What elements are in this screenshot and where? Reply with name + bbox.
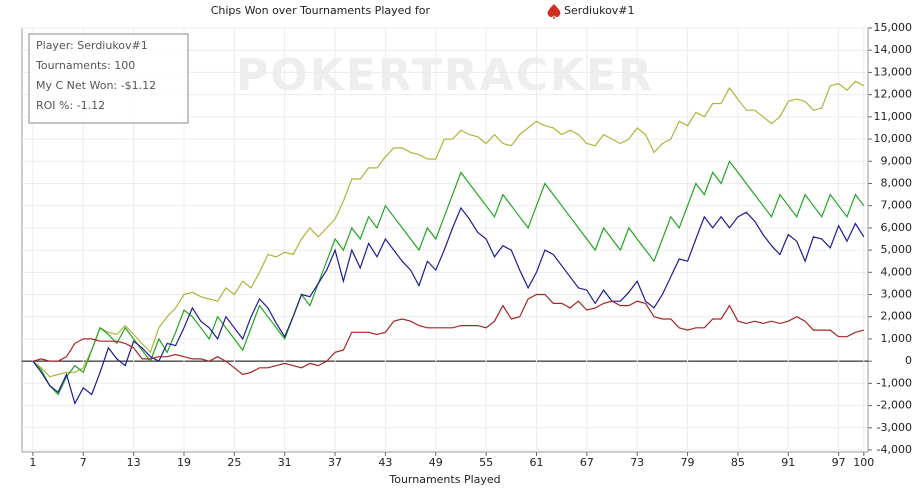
x-tick-label: 61 <box>529 456 543 469</box>
y-tick-label: -2,000 <box>877 399 912 412</box>
y-tick-label: -3,000 <box>877 421 912 434</box>
y-tick-label: 11,000 <box>874 110 913 123</box>
x-tick-label: 97 <box>832 456 846 469</box>
series-line <box>32 206 865 405</box>
y-tick-label: -1,000 <box>877 376 912 389</box>
x-tick-label: 79 <box>681 456 695 469</box>
y-tick-label: 3,000 <box>881 288 913 301</box>
x-tick-label: 100 <box>853 456 874 469</box>
x-axis-label: Tournaments Played <box>388 473 500 486</box>
series-line <box>32 160 865 396</box>
stat-line: ROI %: -1.12 <box>36 99 105 112</box>
stat-line: Tournaments: 100 <box>35 59 135 72</box>
y-tick-label: 4,000 <box>881 265 913 278</box>
chart-title: Chips Won over Tournaments Played for <box>211 4 431 17</box>
y-tick-label: 5,000 <box>881 243 913 256</box>
x-tick-label: 31 <box>278 456 292 469</box>
y-tick-label: 1,000 <box>881 332 913 345</box>
y-tick-label: 13,000 <box>874 65 913 78</box>
stats-box <box>28 33 189 124</box>
series-line <box>32 80 865 378</box>
x-tick-label: 13 <box>127 456 141 469</box>
y-tick-label: 0 <box>905 354 912 367</box>
x-tick-label: 19 <box>177 456 191 469</box>
watermark: POKERTRACKER <box>236 50 654 101</box>
y-tick-label: 12,000 <box>874 88 913 101</box>
y-tick-label: 14,000 <box>874 43 913 56</box>
y-tick-label: 6,000 <box>881 221 913 234</box>
stat-line: Player: Serdiukov#1 <box>36 39 148 52</box>
x-tick-label: 85 <box>731 456 745 469</box>
x-tick-label: 25 <box>227 456 241 469</box>
y-tick-label: 15,000 <box>874 21 913 34</box>
x-tick-label: 37 <box>328 456 342 469</box>
series-line <box>32 293 864 376</box>
y-tick-label: -4,000 <box>877 443 912 456</box>
y-tick-label: 7,000 <box>881 199 913 212</box>
x-tick-label: 43 <box>378 456 392 469</box>
y-tick-label: 9,000 <box>881 154 913 167</box>
x-tick-label: 67 <box>580 456 594 469</box>
x-tick-label: 73 <box>630 456 644 469</box>
x-tick-label: 91 <box>781 456 795 469</box>
x-tick-label: 7 <box>80 456 87 469</box>
stat-line: My C Net Won: -$1.12 <box>36 79 156 92</box>
player-name: Serdiukov#1 <box>564 4 635 17</box>
x-tick-label: 49 <box>429 456 443 469</box>
x-tick-label: 55 <box>479 456 493 469</box>
x-tick-label: 1 <box>29 456 36 469</box>
y-tick-label: 8,000 <box>881 176 913 189</box>
y-tick-label: 2,000 <box>881 310 913 323</box>
y-tick-label: 10,000 <box>874 132 913 145</box>
spade-icon <box>547 4 561 19</box>
